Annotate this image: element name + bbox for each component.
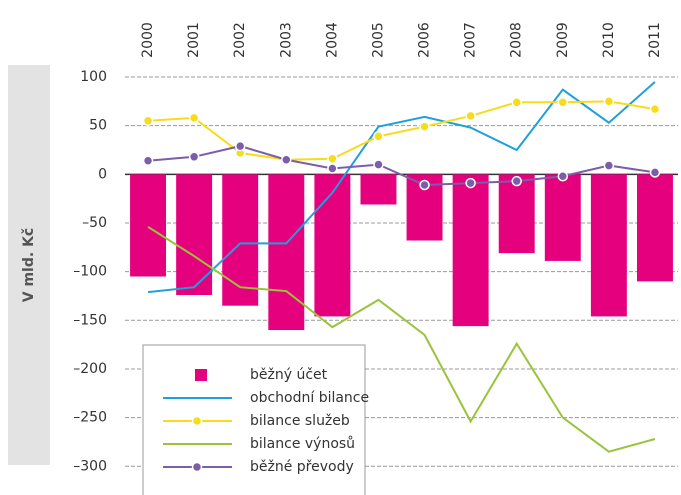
x-tick-label: 2006 — [417, 22, 433, 58]
marker — [603, 96, 615, 107]
bar — [360, 174, 397, 205]
marker — [511, 97, 522, 108]
marker — [557, 171, 569, 182]
x-tick-label: 2007 — [463, 22, 479, 58]
x-tick-label: 2004 — [324, 22, 340, 58]
x-tick-label: 2008 — [509, 22, 525, 58]
marker — [465, 110, 476, 122]
marker — [188, 112, 200, 124]
bar — [590, 174, 627, 317]
marker — [327, 163, 338, 174]
x-tick-label: 2000 — [140, 22, 156, 58]
marker — [557, 97, 569, 108]
marker — [142, 155, 154, 166]
y-tick-label: –100 — [73, 264, 107, 280]
marker — [419, 121, 430, 132]
line — [147, 81, 656, 294]
y-tick-label: –150 — [73, 312, 107, 328]
bar — [130, 174, 167, 277]
x-tick-label: 2002 — [232, 22, 248, 58]
marker — [465, 177, 476, 189]
y-tick-label: 50 — [89, 118, 107, 134]
marker — [649, 167, 661, 178]
x-tick-label: 2001 — [186, 22, 202, 58]
marker — [327, 153, 338, 164]
x-tick-label: 2009 — [555, 22, 571, 58]
marker — [511, 175, 522, 187]
marker — [419, 179, 430, 191]
legend-label: běžné převody — [250, 459, 354, 475]
bar — [498, 174, 535, 254]
y-tick-label: 0 — [98, 166, 107, 182]
marker — [649, 103, 661, 115]
legend-swatch — [195, 369, 207, 381]
y-tick-label: –300 — [73, 458, 107, 474]
bar — [314, 174, 351, 317]
legend-label: bilance služeb — [250, 413, 350, 429]
marker — [373, 159, 384, 170]
y-axis-label: V mld. Kč — [21, 228, 37, 302]
bar — [268, 174, 305, 331]
y-tick-label: –250 — [73, 410, 107, 426]
bar — [452, 174, 489, 327]
bar — [176, 174, 213, 295]
line — [147, 100, 656, 161]
x-tick-label: 2005 — [370, 22, 386, 58]
bar — [222, 174, 259, 306]
y-tick-label: 100 — [80, 69, 107, 85]
marker — [142, 115, 154, 127]
marker — [188, 151, 200, 163]
legend-marker — [191, 461, 203, 473]
marker — [281, 154, 292, 165]
legend-label: běžný účet — [250, 367, 328, 383]
x-tick-label: 2011 — [647, 22, 663, 58]
x-tick-label: 2010 — [601, 22, 617, 58]
line — [147, 145, 656, 187]
marker — [373, 131, 384, 142]
y-label-band — [8, 65, 50, 465]
legend-label: bilance výnosů — [250, 436, 355, 452]
legend-marker — [191, 415, 203, 427]
bar — [544, 174, 581, 261]
bar — [636, 174, 673, 282]
y-tick-label: –50 — [82, 215, 107, 231]
line — [147, 226, 656, 453]
legend: běžný účet obchodní bilance bilance služeb… — [142, 344, 369, 495]
x-tick-label: 2003 — [278, 22, 294, 58]
y-tick-label: –200 — [73, 361, 107, 377]
marker — [234, 140, 246, 152]
legend-label: obchodní bilance — [250, 390, 369, 406]
marker — [603, 160, 615, 171]
